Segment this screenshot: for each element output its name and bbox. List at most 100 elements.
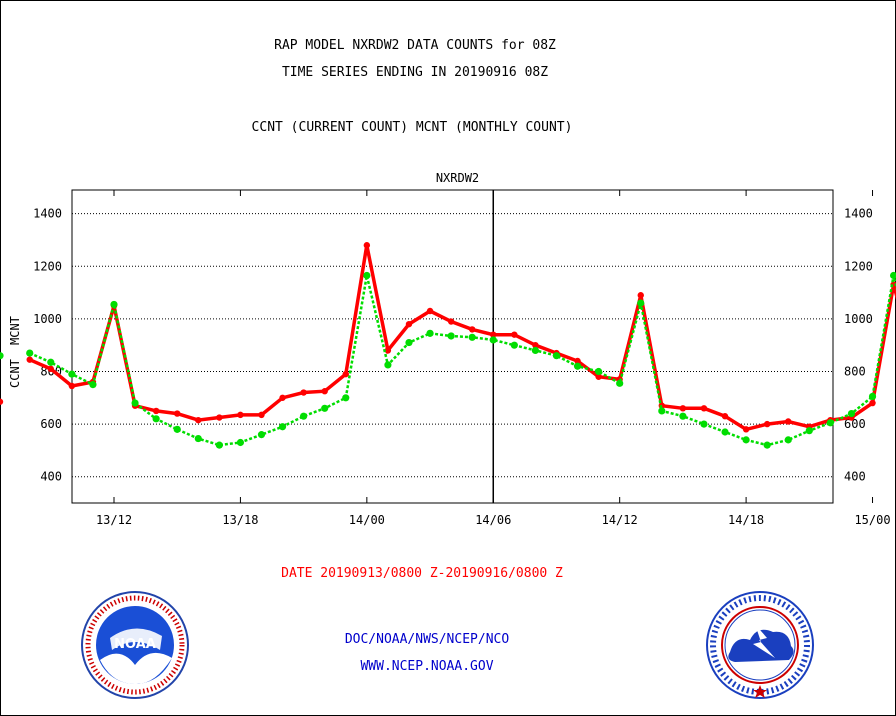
data-point-mcnt [658, 407, 666, 415]
data-point-ccnt [637, 292, 644, 299]
y-tick-label-right: 800 [844, 364, 866, 378]
x-tick-label: 14/12 [602, 513, 638, 527]
data-point-mcnt [152, 415, 160, 423]
data-point-ccnt [869, 399, 876, 407]
data-point-mcnt [868, 392, 877, 401]
data-point-mcnt [405, 338, 413, 347]
data-point-ccnt [0, 398, 4, 405]
data-point-mcnt [131, 399, 139, 407]
y-axis-label-mcnt: MCNT [8, 316, 22, 345]
data-point-mcnt [679, 412, 687, 420]
data-point-ccnt [426, 307, 434, 315]
data-point-mcnt [342, 394, 350, 402]
data-point-ccnt [511, 331, 518, 338]
noaa-logo-text: NOAA [114, 637, 156, 652]
y-tick-label-right: 600 [844, 417, 866, 431]
plot-border [71, 189, 834, 504]
data-point-mcnt [595, 367, 603, 376]
data-point-ccnt [679, 405, 687, 412]
y-tick-label-left: 1200 [33, 259, 62, 273]
data-point-mcnt [89, 381, 97, 389]
data-point-mcnt [616, 379, 624, 387]
data-point-mcnt [784, 436, 792, 444]
y-axis-label-ccnt: CCNT [8, 359, 22, 388]
y-tick-label-left: 600 [40, 417, 62, 431]
y-tick-label-right: 1400 [844, 207, 873, 221]
data-point-mcnt [847, 409, 856, 418]
data-point-mcnt [826, 419, 834, 427]
chart-subtitle: CCNT (CURRENT COUNT) MCNT (MONTHLY COUNT… [251, 120, 573, 135]
data-point-mcnt [173, 425, 181, 433]
data-point-mcnt [215, 441, 223, 449]
y-tick-label-right: 1200 [844, 259, 873, 273]
noaa-logo: NOAA [81, 591, 189, 699]
series-line-mcnt [29, 275, 896, 447]
x-tick-label: 15/00 [854, 513, 890, 527]
data-point-ccnt [574, 357, 581, 365]
y-tick-label-left: 1400 [33, 207, 62, 221]
data-point-mcnt [426, 329, 434, 337]
data-point-ccnt [195, 416, 202, 424]
data-point-mcnt [468, 333, 476, 341]
data-point-mcnt [742, 436, 750, 444]
data-point-ccnt [152, 407, 160, 415]
data-point-mcnt [489, 336, 497, 344]
series-line-ccnt [29, 244, 896, 432]
data-point-ccnt [785, 418, 792, 425]
data-point-mcnt [363, 271, 371, 280]
data-point-ccnt [321, 388, 328, 395]
y-tick-label-right: 1000 [844, 312, 873, 326]
data-point-mcnt [447, 332, 455, 340]
data-point-mcnt [257, 431, 266, 439]
data-point-mcnt [637, 299, 645, 307]
data-point-mcnt [721, 428, 729, 436]
data-point-ccnt [405, 320, 413, 328]
data-point-ccnt [216, 414, 223, 421]
x-tick-label: 13/12 [96, 513, 132, 527]
data-point-ccnt [721, 413, 729, 420]
chart-title-line1: RAP MODEL NXRDW2 DATA COUNTS for 08Z [274, 38, 556, 53]
date-range-label: DATE 20190913/0800 Z-20190916/0800 Z [281, 566, 563, 581]
data-point-ccnt [237, 411, 244, 419]
data-point-mcnt [194, 434, 202, 443]
data-point-ccnt [258, 411, 265, 419]
data-point-mcnt [68, 370, 76, 378]
x-tick-label: 14/18 [728, 513, 764, 527]
chart-title-line2: TIME SERIES ENDING IN 20190916 08Z [281, 65, 549, 80]
data-point-ccnt [68, 382, 76, 390]
x-tick-label: 14/00 [349, 513, 385, 527]
data-point-mcnt [531, 346, 540, 355]
plot-title: NXRDW2 [436, 171, 479, 185]
data-point-mcnt [300, 412, 308, 420]
data-point-ccnt [490, 331, 497, 338]
data-point-ccnt [342, 370, 349, 378]
data-point-ccnt [763, 420, 771, 428]
data-point-ccnt [26, 356, 33, 363]
data-point-ccnt [279, 394, 286, 401]
y-tick-label-left: 1000 [33, 312, 62, 326]
data-point-mcnt [889, 271, 896, 280]
data-point-mcnt [552, 352, 561, 360]
data-point-mcnt [236, 438, 245, 447]
x-tick-label: 14/06 [475, 513, 511, 527]
x-tick-label: 13/18 [222, 513, 258, 527]
y-tick-label-right: 400 [844, 470, 866, 484]
data-point-mcnt [321, 404, 329, 412]
data-point-mcnt [110, 300, 118, 309]
org-label: DOC/NOAA/NWS/NCEP/NCO [344, 632, 510, 647]
data-point-mcnt [47, 358, 55, 366]
data-point-ccnt [742, 426, 750, 433]
data-point-mcnt [763, 441, 771, 449]
data-point-mcnt [384, 361, 392, 369]
data-point-mcnt [573, 362, 582, 370]
data-point-ccnt [595, 373, 602, 380]
nws-logo [706, 591, 814, 699]
website-label: WWW.NCEP.NOAA.GOV [360, 659, 494, 674]
data-point-ccnt [468, 326, 476, 333]
data-point-ccnt [532, 341, 539, 349]
y-tick-label-left: 400 [40, 470, 62, 484]
data-point-mcnt [805, 427, 813, 435]
data-point-mcnt [700, 420, 708, 428]
data-point-ccnt [447, 318, 455, 325]
data-point-ccnt [363, 242, 371, 249]
